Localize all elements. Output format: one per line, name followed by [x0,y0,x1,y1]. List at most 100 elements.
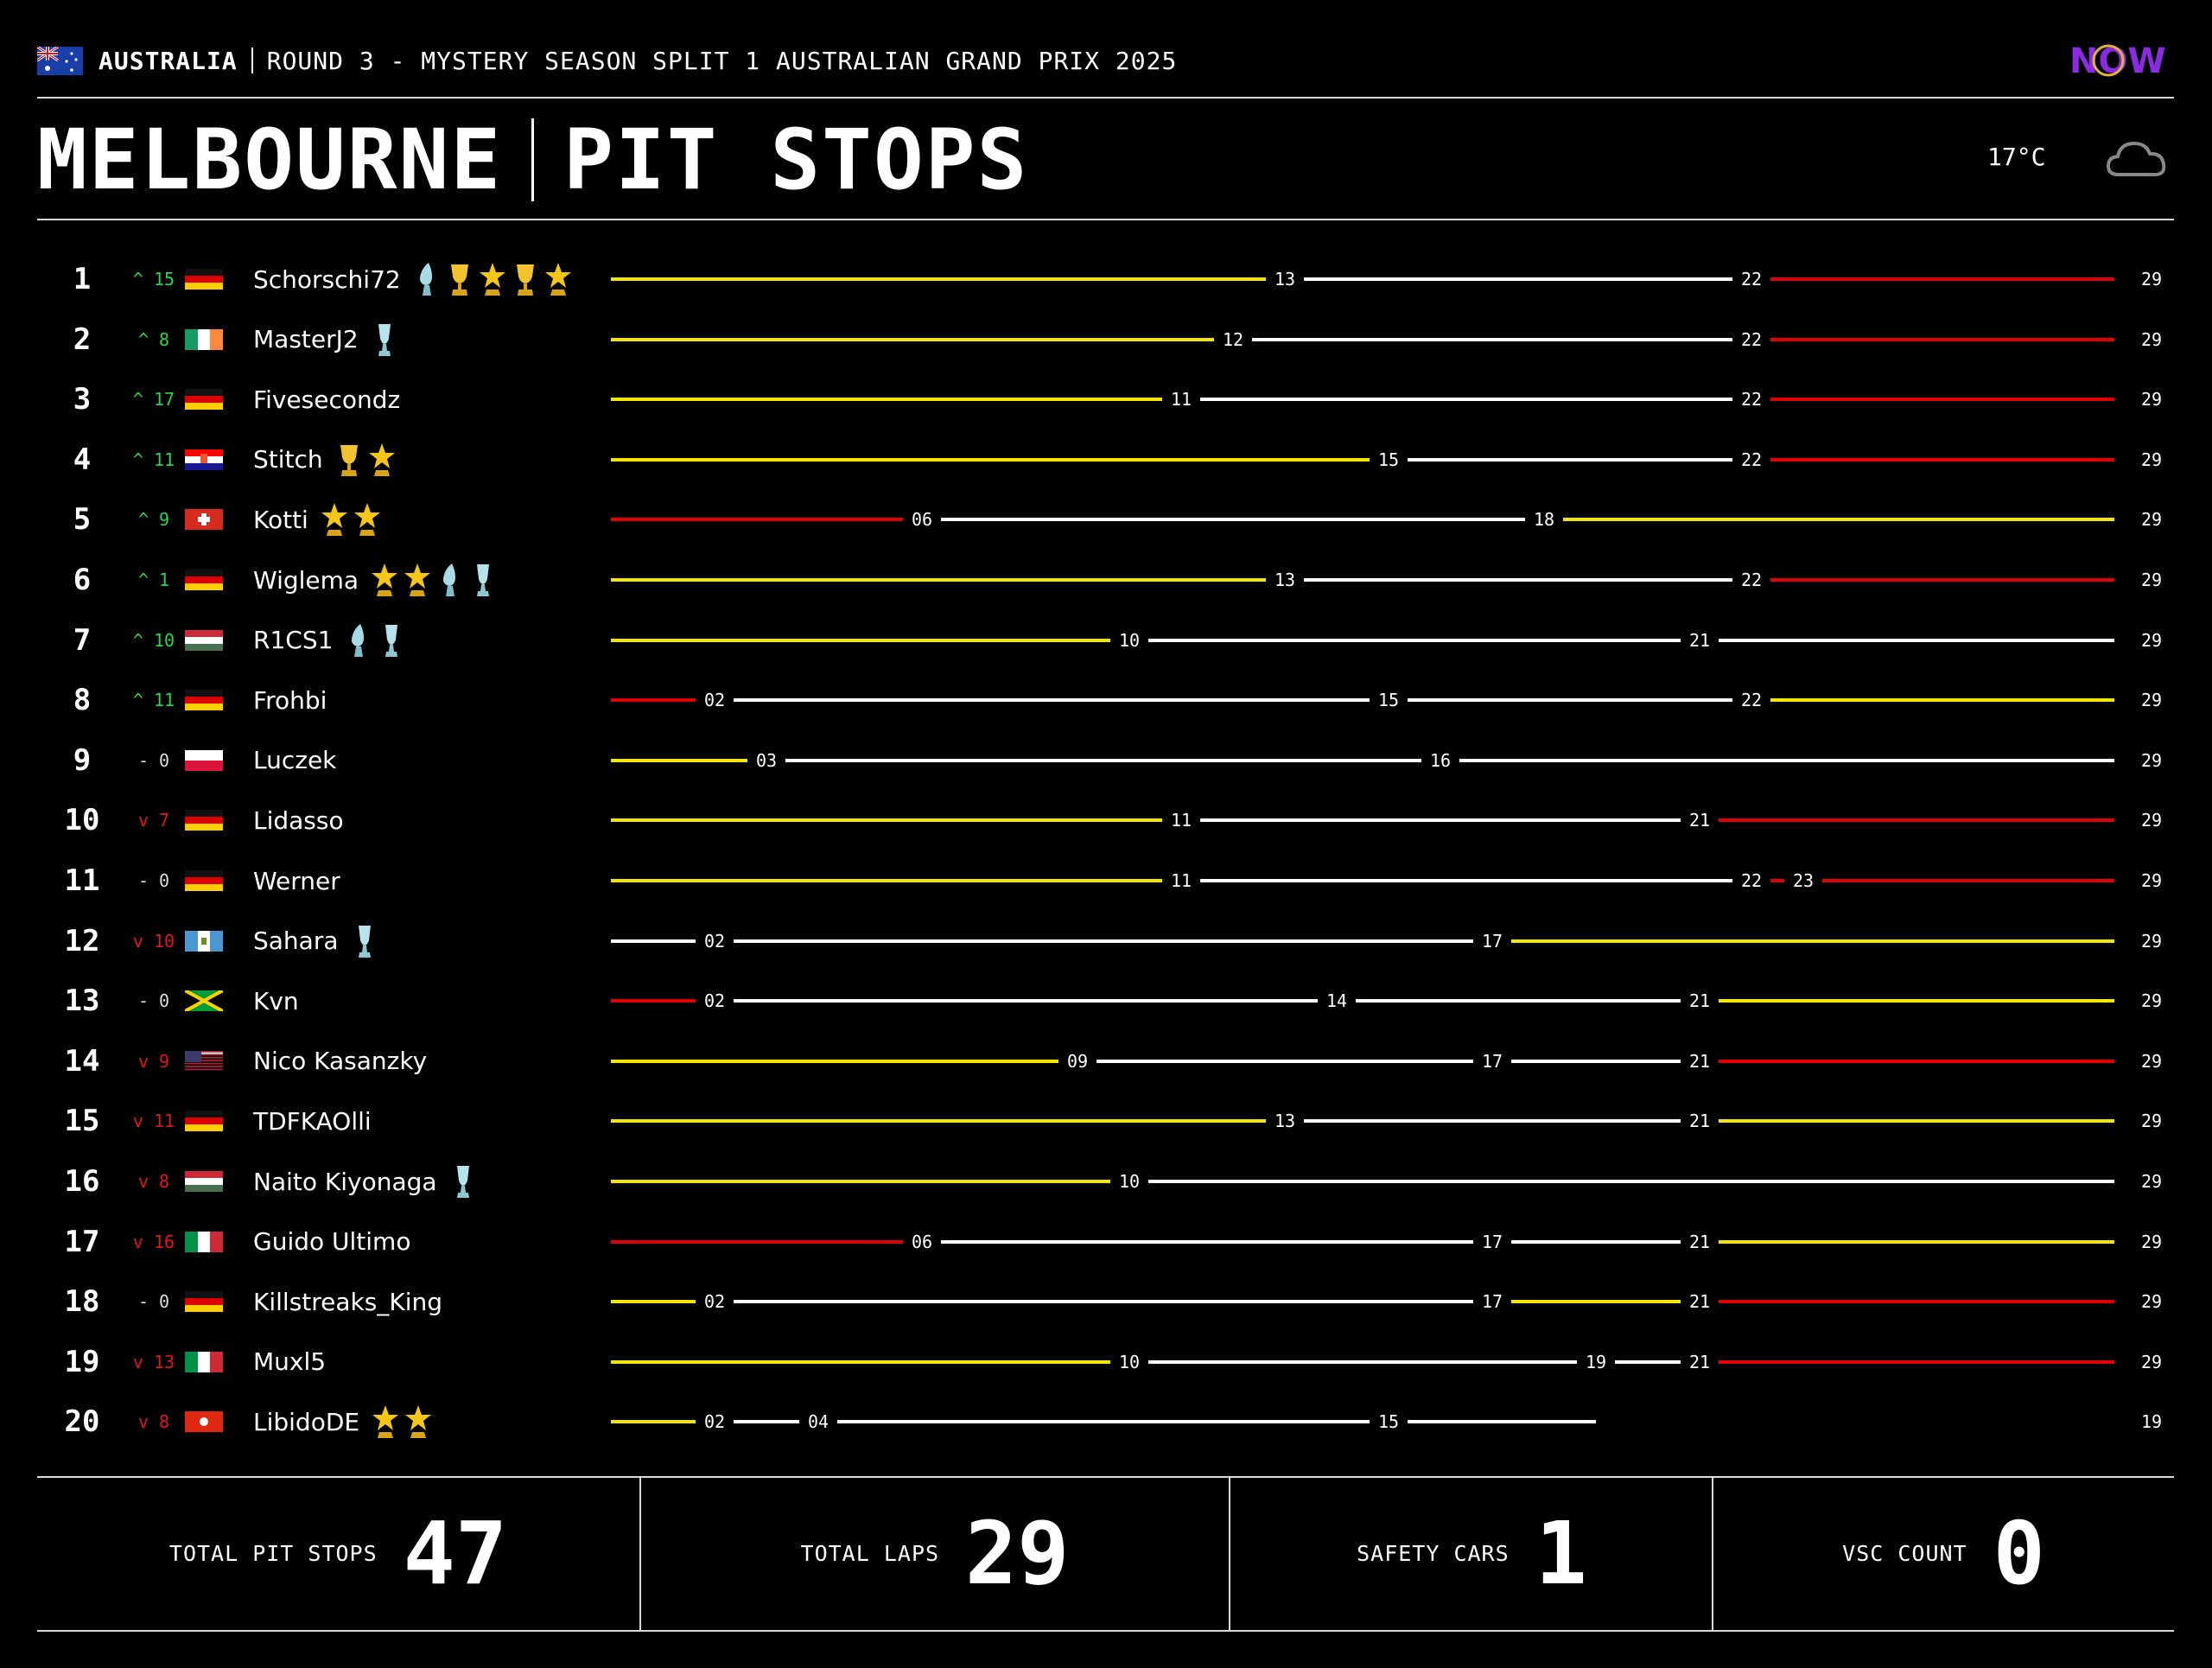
stint-timeline: 10 19 21 29 [611,1352,2162,1372]
driver: TDFKAOlli [253,1095,378,1147]
flag-gt-icon [185,930,223,952]
driver: Naito Kiyonaga [253,1156,477,1207]
position: 12 [64,923,100,958]
stat-safety-cars: SAFETY CARS 1 [1230,1476,1713,1630]
table-row: 3 ^ 17 Fivesecondz 11 22 29 [0,373,2212,425]
stat-label: TOTAL PIT STOPS [168,1540,378,1566]
stint-timeline: 11 21 29 [611,810,2162,831]
pit-lap-label: 17 [1482,1291,1503,1312]
position: 18 [64,1284,100,1320]
pit-lap-label: 23 [1793,870,1814,891]
table-row: 14 v 9 Nico Kasanzky 09 17 21 29 [0,1035,2212,1087]
pit-lap-label: 02 [704,931,725,952]
position: 4 [73,442,92,477]
stat-value: 1 [1535,1502,1587,1604]
position: 6 [73,563,92,597]
table-row: 15 v 11 TDFKAOlli 13 21 29 [0,1095,2212,1147]
finish-lap-label: 29 [2141,509,2162,530]
brand-logo: NOW [2069,41,2166,81]
driver: Sahara [253,915,378,967]
table-row: 4 ^ 11 Stitch 15 22 29 [0,434,2212,486]
stat-label: TOTAL LAPS [800,1540,940,1566]
stint-timeline: 02 04 15 19 [611,1411,2162,1432]
driver-name: Killstreaks_King [253,1287,443,1316]
driver-name: Kvn [253,986,299,1015]
driver-name: Sahara [253,926,339,956]
pit-lap-label: 14 [1326,990,1347,1011]
stat-vsc-count: VSC COUNT 0 [1713,1476,2174,1630]
pit-lap-label: 21 [1689,990,1710,1011]
flag-hk-icon [185,1411,223,1433]
pit-lap-label: 21 [1689,1352,1710,1372]
stat-divider [1712,1476,1713,1630]
stats-bar: TOTAL PIT STOPS 47 TOTAL LAPS 29 SAFETY … [37,1476,2174,1630]
blue-cup-icon [456,1166,469,1198]
driver-name: Schorschi72 [253,264,401,294]
position-change: - 0 [137,990,170,1012]
position: 3 [73,382,92,417]
position-change: ^ 15 [132,269,175,290]
flag-de-icon [185,1111,223,1132]
gold-trophy-icon [450,264,468,296]
driver-name: Fivesecondz [253,385,401,414]
top-bar: AUSTRALIA ROUND 3 - MYSTERY SEASON SPLIT… [37,41,1177,80]
finish-lap-label: 29 [2141,389,2162,410]
page-title: PIT STOPS [563,111,1029,208]
driver: Frohbi [253,674,334,726]
star-trophy-icon [479,263,505,296]
flag-hu-icon [185,629,223,651]
stint-timeline: 13 22 29 [611,269,2162,290]
driver: Muxl5 [253,1336,333,1388]
track-name: MELBOURNE [37,111,503,208]
finish-lap-label: 29 [2141,1111,2162,1131]
driver: Werner [253,855,347,907]
position-change: ^ 1 [137,570,170,590]
pit-lap-label: 03 [756,750,777,771]
table-row: 20 v 8 LibidoDE 02 04 15 19 [0,1396,2212,1448]
driver: Kvn [253,975,306,1027]
stats-top-rule [37,1476,2174,1478]
pit-lap-label: 10 [1119,1352,1140,1372]
pit-lap-label: 13 [1274,1111,1295,1131]
flag-de-icon [185,389,223,411]
pit-lap-label: 18 [1534,509,1554,530]
table-row: 1 ^ 15 Schorschi72 13 22 29 [0,253,2212,305]
position: 14 [64,1043,100,1079]
driver-name: Lidasso [253,805,344,835]
driver: Lidasso [253,794,351,846]
flag-de-icon [185,269,223,290]
pit-lap-label: 13 [1274,570,1295,590]
finish-lap-label: 29 [2141,1352,2162,1372]
stat-value: 0 [1993,1502,2045,1604]
finish-lap-label: 29 [2141,870,2162,891]
pit-lap-label: 21 [1689,1232,1710,1252]
star-trophy-icon [404,563,431,596]
pit-lap-label: 22 [1741,870,1762,891]
australia-flag-icon [37,46,83,75]
flag-de-icon [185,1291,223,1313]
stint-timeline: 03 16 29 [611,750,2162,771]
driver-name: Stitch [253,445,323,474]
stat-label: VSC COUNT [1842,1540,1967,1566]
pit-lap-label: 21 [1689,1051,1710,1072]
stint-timeline: 06 18 29 [611,509,2162,530]
pit-lap-label: 21 [1689,630,1710,651]
finish-lap-label: 29 [2141,1232,2162,1252]
blue-cup-icon [477,564,490,596]
driver: Killstreaks_King [253,1276,449,1327]
driver: Fivesecondz [253,373,407,425]
stat-total-laps: TOTAL LAPS 29 [641,1476,1229,1630]
country-name: AUSTRALIA [99,46,238,75]
pit-lap-label: 02 [704,1411,725,1432]
position: 9 [73,742,92,778]
flag-de-icon [185,810,223,831]
finish-lap-label: 29 [2141,990,2162,1011]
stat-total-pit-stops: TOTAL PIT STOPS 47 [37,1476,639,1630]
logo-text: NOW [2069,41,2166,81]
blue-trophy-icon [443,563,456,596]
round-title: ROUND 3 - MYSTERY SEASON SPLIT 1 AUSTRAL… [266,46,1178,75]
driver-name: Guido Ultimo [253,1227,411,1257]
finish-lap-label: 29 [2141,690,2162,710]
position-change: ^ 10 [132,629,175,651]
pit-lap-label: 10 [1119,630,1140,651]
